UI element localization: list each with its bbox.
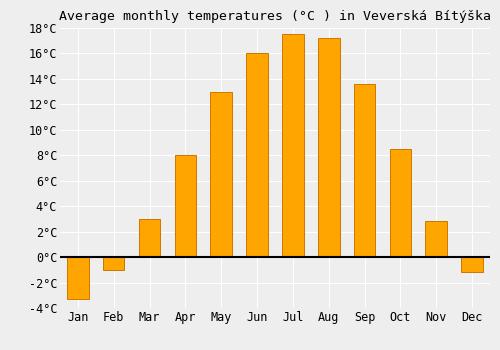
Bar <box>103 257 124 270</box>
Bar <box>139 219 160 257</box>
Bar <box>174 155 196 257</box>
Bar <box>282 34 304 257</box>
Bar <box>318 38 340 257</box>
Bar <box>246 54 268 257</box>
Bar <box>390 149 411 257</box>
Bar <box>426 222 447 257</box>
Bar <box>67 257 88 299</box>
Bar <box>354 84 376 257</box>
Title: Average monthly temperatures (°C ) in Veverská Bítýška: Average monthly temperatures (°C ) in Ve… <box>59 10 491 23</box>
Bar <box>210 92 232 257</box>
Bar <box>462 257 483 272</box>
